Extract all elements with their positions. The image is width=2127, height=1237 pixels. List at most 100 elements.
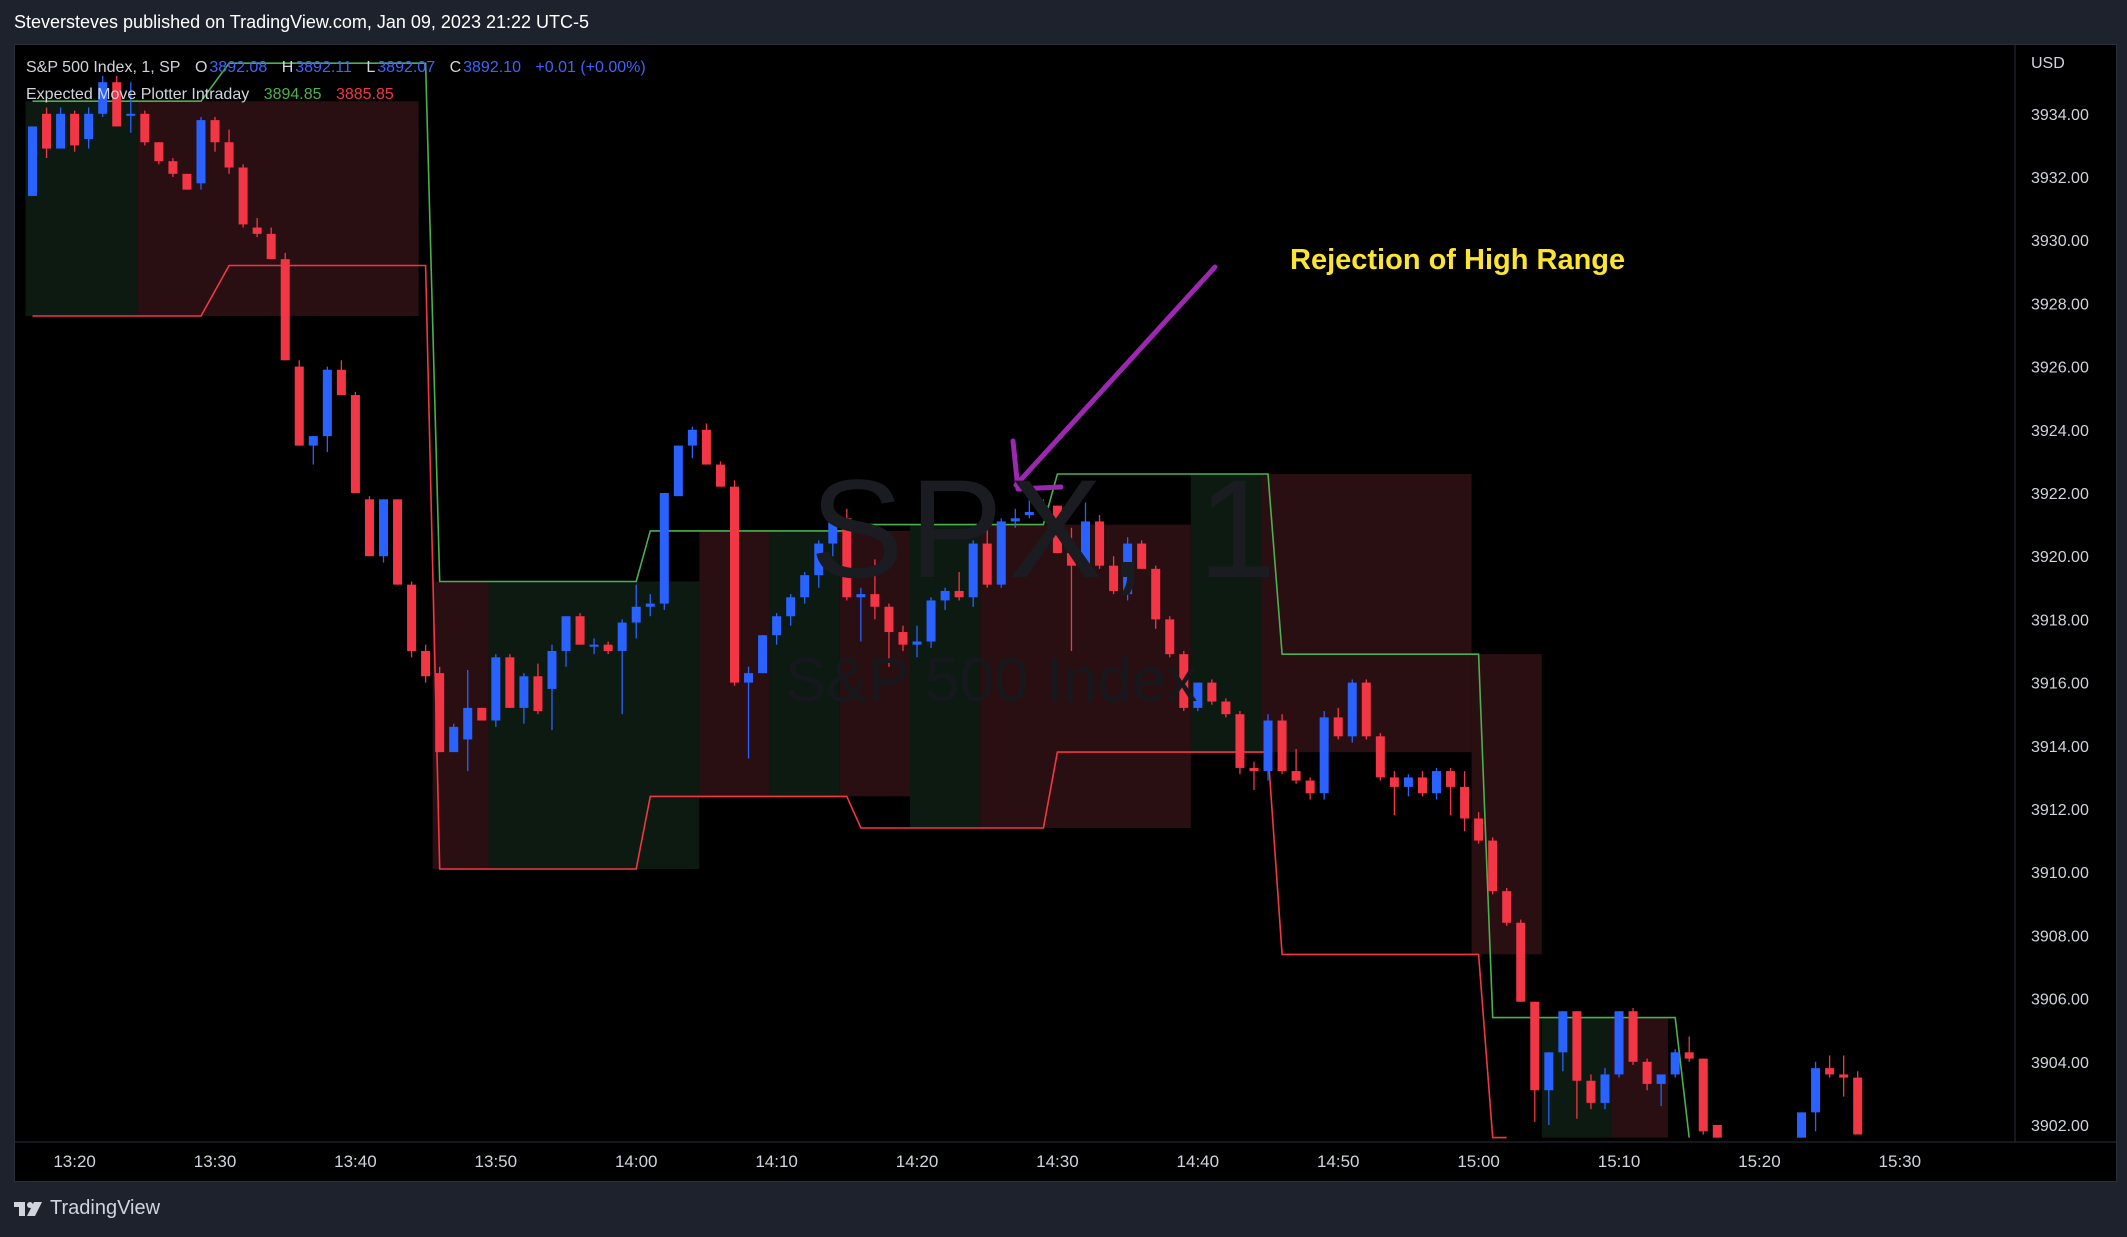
candle[interactable] [1081,502,1090,572]
candle[interactable] [701,423,711,465]
candle[interactable] [575,613,585,645]
candle[interactable] [968,540,978,607]
candle[interactable] [772,613,782,645]
candle[interactable] [912,625,922,658]
candle[interactable] [1488,837,1498,895]
candle[interactable] [1811,1061,1821,1132]
candle[interactable] [350,391,360,493]
candle[interactable] [1010,508,1020,528]
candle[interactable] [1572,1011,1582,1119]
candle[interactable] [715,461,725,487]
candle[interactable] [758,635,768,674]
candle[interactable] [800,572,810,604]
candle[interactable] [126,82,136,133]
candle[interactable] [1066,527,1076,651]
candle[interactable] [1024,496,1034,519]
candle[interactable] [1797,1112,1807,1138]
candle[interactable] [1474,812,1484,844]
candle[interactable] [673,445,683,497]
tradingview-logo[interactable]: TradingView [14,1197,160,1220]
candle[interactable] [1221,698,1231,718]
candle[interactable] [954,572,964,601]
candle[interactable] [645,594,655,617]
candle[interactable] [1825,1055,1835,1078]
candle[interactable] [1403,774,1413,797]
candle[interactable] [280,252,290,361]
candle[interactable] [1038,499,1048,519]
candle[interactable] [1586,1074,1596,1110]
candle[interactable] [463,669,473,772]
candle[interactable] [112,75,122,127]
candle[interactable] [533,663,543,715]
candle[interactable] [28,126,37,196]
candle[interactable] [1446,767,1456,816]
candle[interactable] [842,508,852,601]
candle[interactable] [154,142,164,165]
candle[interactable] [252,218,262,238]
candle[interactable] [730,480,739,686]
candle[interactable] [1544,1052,1554,1125]
indicator-name[interactable]: Expected Move Plotter Intraday [26,86,250,103]
candle[interactable] [828,508,838,557]
candle[interactable] [1165,616,1175,658]
candle[interactable] [140,110,150,146]
candle[interactable] [1235,711,1245,775]
candle[interactable] [1207,679,1217,705]
legend-indicator-row[interactable]: Expected Move Plotter Intraday 3894.85 3… [26,81,648,108]
candle[interactable] [477,707,487,721]
candle[interactable] [1319,711,1329,800]
candle[interactable] [1375,733,1385,781]
candle[interactable] [1839,1055,1849,1097]
candle[interactable] [1656,1074,1666,1107]
candle[interactable] [814,540,824,588]
candle[interactable] [505,654,515,708]
candle[interactable] [1347,679,1357,743]
candle[interactable] [56,107,66,149]
candle[interactable] [407,581,417,658]
candle[interactable] [70,110,80,152]
candle[interactable] [266,227,276,260]
chart-area[interactable]: USD 3934.00 3932.00 3930.00 3928.00 3926.00 39… [14,44,2117,1182]
candle[interactable] [1502,888,1512,926]
candle[interactable] [449,723,459,753]
candle[interactable] [926,597,936,648]
candle[interactable] [98,75,108,117]
candle[interactable] [238,164,248,228]
candle[interactable] [589,638,599,655]
candle[interactable] [1516,919,1526,1002]
candle[interactable] [210,116,220,152]
candle[interactable] [659,493,669,610]
candle[interactable] [1361,679,1371,740]
candle[interactable] [435,666,445,753]
candle[interactable] [1109,556,1119,595]
candle[interactable] [224,129,234,174]
candle[interactable] [1333,707,1343,740]
candle[interactable] [1095,515,1105,569]
candle[interactable] [1628,1008,1638,1065]
candle[interactable] [898,625,908,651]
candle[interactable] [308,436,318,465]
candle[interactable] [856,587,866,642]
candle[interactable] [617,619,627,715]
candle[interactable] [1123,537,1133,601]
candle[interactable] [1389,771,1399,816]
candle[interactable] [1670,1049,1680,1078]
candle[interactable] [1712,1125,1722,1138]
candle[interactable] [1417,771,1427,797]
candle[interactable] [196,116,206,190]
candle[interactable] [42,107,52,159]
candle[interactable] [1179,651,1189,712]
candle[interactable] [1853,1071,1863,1135]
candle[interactable] [1558,1011,1568,1072]
candle[interactable] [1614,1011,1624,1078]
candle[interactable] [1432,767,1441,800]
candle[interactable] [1137,540,1147,569]
candle[interactable] [1277,714,1287,775]
candle[interactable] [168,158,178,177]
candle[interactable] [421,644,431,683]
candle[interactable] [1151,565,1161,629]
candle[interactable] [884,603,894,667]
candle[interactable] [393,499,403,585]
candle[interactable] [996,518,1006,588]
candle[interactable] [294,360,304,446]
